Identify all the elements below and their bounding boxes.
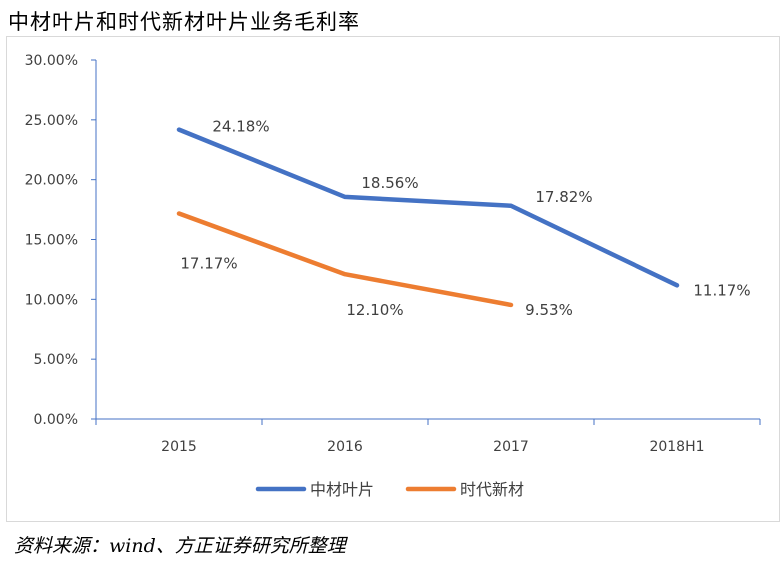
source-note: 资料来源：wind、方正证券研究所整理: [14, 535, 346, 557]
y-tick-label: 25.00%: [25, 113, 78, 129]
data-label: 12.10%: [346, 301, 403, 319]
x-tick-label: 2015: [161, 439, 197, 455]
y-tick-label: 10.00%: [25, 292, 78, 308]
x-tick-label: 2017: [493, 439, 529, 455]
data-label: 11.17%: [693, 281, 750, 299]
data-label: 18.56%: [361, 174, 418, 192]
y-tick-label: 20.00%: [25, 173, 78, 189]
data-label: 17.17%: [180, 255, 237, 273]
legend-label: 时代新材: [460, 480, 524, 499]
data-label: 24.18%: [212, 118, 269, 136]
x-tick-label: 2016: [327, 439, 363, 455]
chart-title: 中材叶片和时代新材叶片业务毛利率: [8, 10, 360, 34]
y-tick-label: 30.00%: [25, 53, 78, 69]
series-line-1: [176, 127, 680, 288]
legend-label: 中材叶片: [310, 480, 374, 499]
series-line-2: [176, 211, 514, 308]
y-tick-label: 5.00%: [34, 352, 78, 368]
y-tick-label: 0.00%: [34, 412, 78, 428]
chart-frame: [6, 36, 780, 522]
data-label: 17.82%: [535, 188, 592, 206]
data-label: 9.53%: [525, 301, 573, 319]
x-tick-label: 2018H1: [649, 439, 704, 455]
y-tick-label: 15.00%: [25, 233, 78, 249]
